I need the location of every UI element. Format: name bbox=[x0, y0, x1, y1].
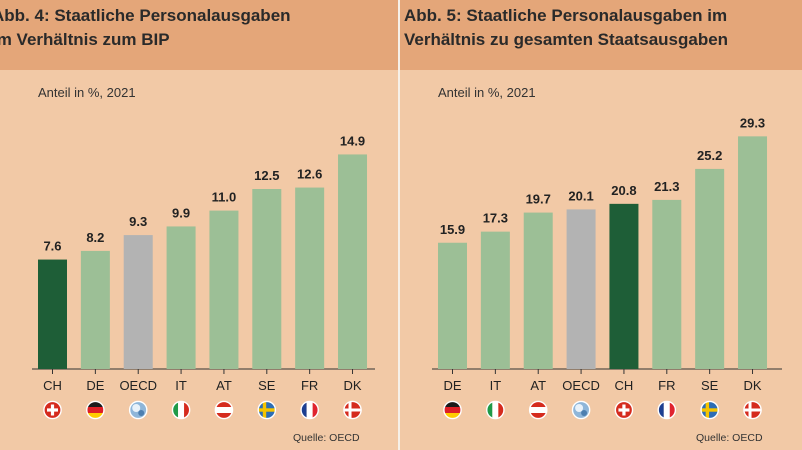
bar-chart-spending: 15.9 DE 17.3 IT 19.7 AT 20.1 OECD 20.8 CH 21.3 FR 25… bbox=[432, 115, 782, 420]
category-label-oecd: OECD bbox=[119, 378, 157, 393]
flag-dk-icon bbox=[343, 400, 362, 420]
value-label-dk: 14.9 bbox=[340, 133, 365, 148]
chart-subtitle: Anteil in %, 2021 bbox=[38, 85, 136, 100]
category-label-at: AT bbox=[216, 378, 232, 393]
bar-it bbox=[480, 231, 510, 369]
bar-ch bbox=[38, 259, 67, 369]
chart-title-line1: Abb. 5: Staatliche Personalausgaben im bbox=[404, 6, 728, 25]
value-label-dk: 29.3 bbox=[740, 115, 765, 130]
category-label-de: DE bbox=[443, 378, 461, 393]
bar-oecd bbox=[566, 209, 596, 369]
value-label-de: 8.2 bbox=[86, 230, 104, 245]
bar-ch bbox=[609, 203, 639, 369]
value-label-ch: 20.8 bbox=[611, 183, 636, 198]
category-label-fr: FR bbox=[301, 378, 318, 393]
value-label-se: 25.2 bbox=[697, 148, 722, 163]
chart-title-line2: Verhältnis zu gesamten Staatsausgaben bbox=[404, 30, 729, 49]
flag-de-icon bbox=[443, 400, 462, 420]
value-label-fr: 12.6 bbox=[297, 167, 322, 182]
chart-title-line2: im Verhältnis zum BIP bbox=[0, 30, 170, 49]
panel-divider bbox=[398, 0, 400, 450]
category-label-oecd: OECD bbox=[562, 378, 600, 393]
flag-se-icon bbox=[257, 400, 277, 420]
flag-se-icon bbox=[700, 400, 719, 420]
chart-title: Abb. 5: Staatliche Personalausgaben im V… bbox=[404, 4, 728, 52]
bar-dk bbox=[738, 136, 768, 369]
value-label-oecd: 9.3 bbox=[129, 214, 147, 229]
flag-fr-icon bbox=[300, 400, 319, 420]
chart-subtitle: Anteil in %, 2021 bbox=[438, 85, 536, 100]
bar-se bbox=[695, 168, 725, 369]
value-label-at: 19.7 bbox=[526, 192, 551, 207]
bar-se bbox=[252, 189, 282, 369]
value-label-oecd: 20.1 bbox=[568, 188, 593, 203]
flag-fr-icon bbox=[657, 400, 677, 420]
category-label-dk: DK bbox=[343, 378, 361, 393]
value-label-it: 9.9 bbox=[172, 205, 190, 220]
category-label-ch: CH bbox=[43, 378, 62, 393]
category-label-at: AT bbox=[530, 378, 546, 393]
value-label-de: 15.9 bbox=[440, 222, 465, 237]
category-label-fr: FR bbox=[658, 378, 675, 393]
value-label-it: 17.3 bbox=[483, 211, 508, 226]
chart-panel-spending: Abb. 5: Staatliche Personalausgaben im V… bbox=[400, 0, 802, 450]
chart-title: Abb. 4: Staatliche Personalausgaben im V… bbox=[0, 4, 291, 52]
value-label-se: 12.5 bbox=[254, 168, 279, 183]
category-label-ch: CH bbox=[615, 378, 634, 393]
chart-source: Quelle: OECD bbox=[293, 432, 360, 444]
flag-it-icon bbox=[171, 400, 191, 420]
flag-dk-icon bbox=[743, 400, 762, 420]
flag-oecd-icon bbox=[571, 400, 591, 420]
category-label-se: SE bbox=[701, 378, 719, 393]
bar-chart-gdp: 7.6 CH 8.2 DE 9.3 OECD 9.9 IT 11.0 AT 12.5 SE 12.6 FR… bbox=[32, 133, 375, 420]
bar-de bbox=[438, 242, 467, 369]
chart-header: Abb. 5: Staatliche Personalausgaben im V… bbox=[400, 0, 802, 70]
value-label-at: 11.0 bbox=[212, 190, 237, 205]
chart-title-line1: Abb. 4: Staatliche Personalausgaben bbox=[0, 6, 291, 25]
bar-it bbox=[166, 226, 196, 369]
flag-at-icon bbox=[214, 400, 234, 420]
chart-source: Quelle: OECD bbox=[696, 432, 763, 444]
bar-at bbox=[209, 210, 239, 369]
flag-it-icon bbox=[486, 400, 505, 420]
flag-ch-icon bbox=[614, 400, 634, 420]
category-label-de: DE bbox=[86, 378, 104, 393]
bar-fr bbox=[295, 187, 325, 369]
category-label-it: IT bbox=[175, 378, 187, 393]
bar-oecd bbox=[123, 235, 153, 369]
category-label-it: IT bbox=[490, 378, 502, 393]
bar-fr bbox=[652, 199, 682, 369]
value-label-ch: 7.6 bbox=[43, 239, 61, 254]
category-label-dk: DK bbox=[743, 378, 761, 393]
value-label-fr: 21.3 bbox=[654, 179, 679, 194]
chart-header: Abb. 4: Staatliche Personalausgaben im V… bbox=[0, 0, 398, 70]
category-label-se: SE bbox=[258, 378, 276, 393]
flag-ch-icon bbox=[43, 400, 62, 420]
flag-oecd-icon bbox=[128, 400, 148, 420]
flag-de-icon bbox=[86, 400, 105, 420]
flag-at-icon bbox=[528, 400, 548, 420]
chart-panel-gdp: Abb. 4: Staatliche Personalausgaben im V… bbox=[0, 0, 398, 450]
bar-de bbox=[80, 250, 110, 369]
bar-dk bbox=[338, 154, 368, 369]
bar-at bbox=[523, 212, 553, 369]
